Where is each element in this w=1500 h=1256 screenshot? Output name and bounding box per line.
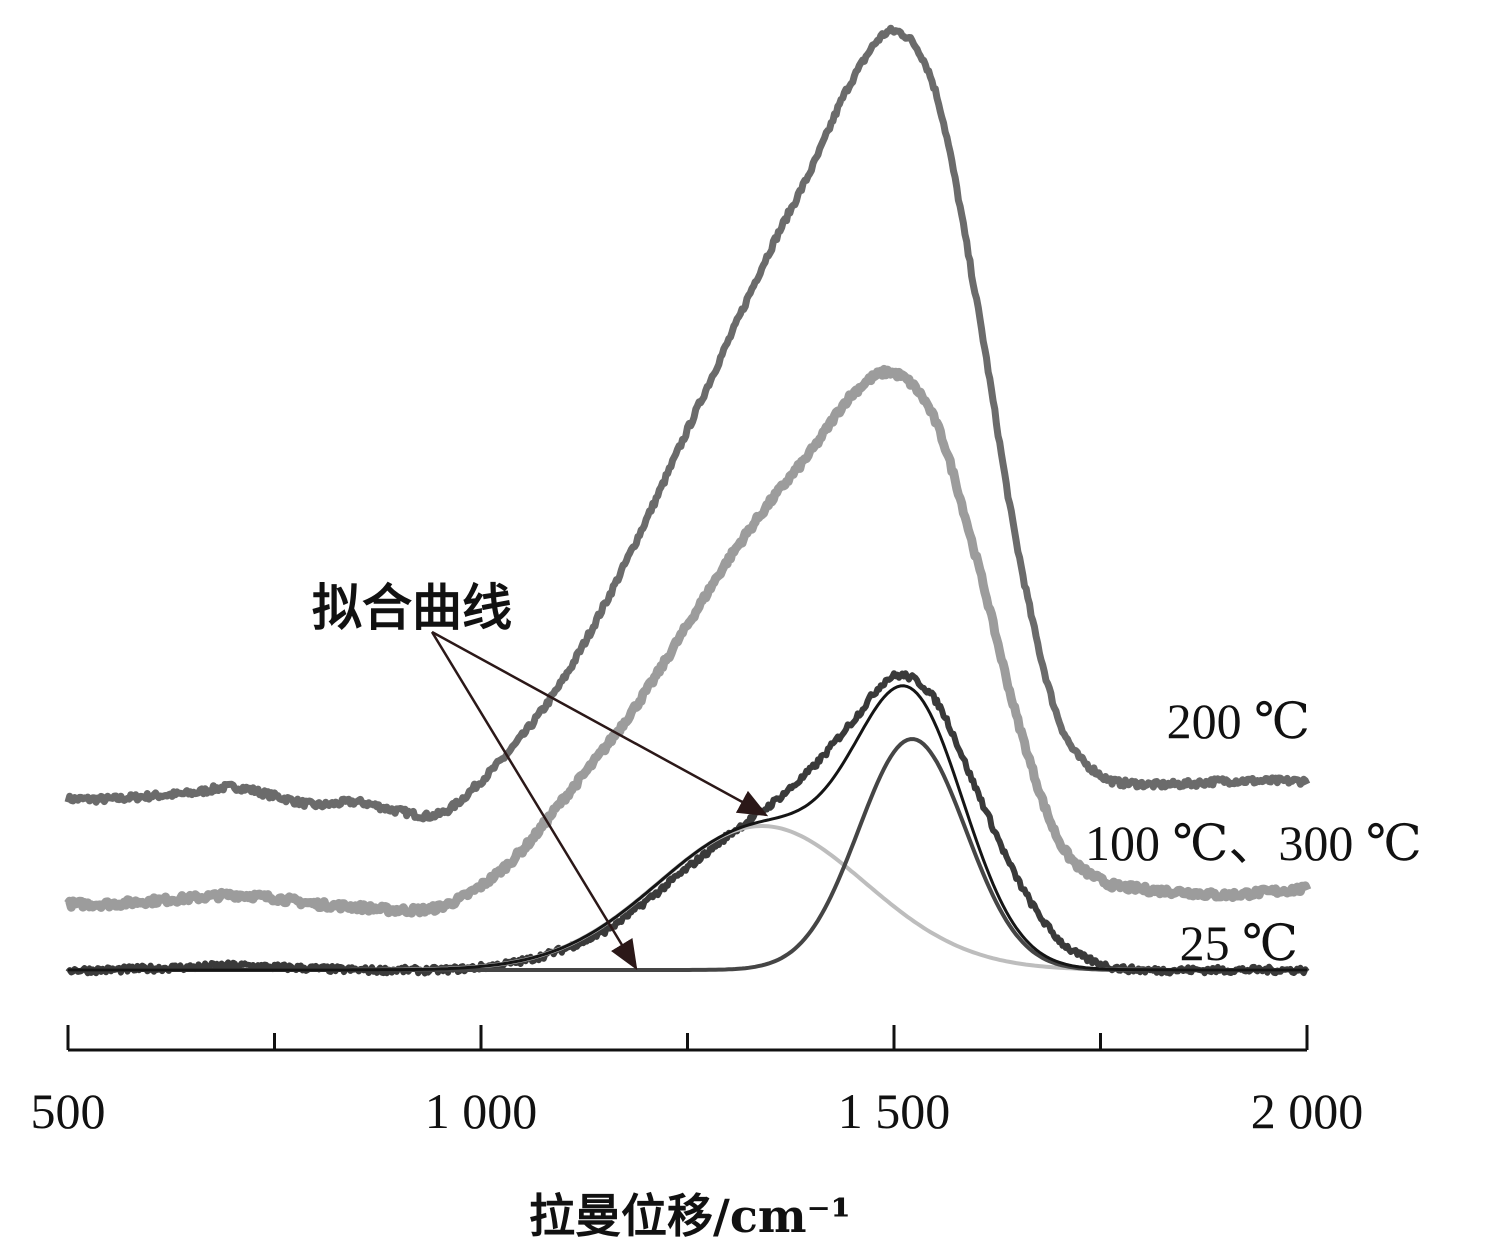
annotation-arrow-2: [431, 630, 769, 817]
x-tick-label: 1 000: [425, 1083, 538, 1139]
x-tick-label: 1 500: [838, 1083, 951, 1139]
x-tick-label: 500: [31, 1083, 106, 1139]
series-line-0: [64, 24, 1311, 823]
plot-area: [64, 24, 1312, 977]
x-axis: [66, 1025, 1309, 1052]
series-label-25: 25 ℃: [1180, 915, 1298, 971]
annotation-arrow-1: [430, 631, 638, 971]
series-line-2: [65, 670, 1310, 977]
series-label-200: 200 ℃: [1167, 693, 1310, 749]
x-tick-label: 2 000: [1251, 1083, 1364, 1139]
fit-curve-annotation: 拟合曲线: [312, 579, 512, 637]
x-axis-title: 拉曼位移/cm⁻¹: [529, 1189, 851, 1243]
series-line-1: [64, 364, 1312, 918]
series-label-100-300: 100 ℃、300 ℃: [1085, 815, 1422, 871]
fit-sum-line: [68, 684, 1307, 972]
